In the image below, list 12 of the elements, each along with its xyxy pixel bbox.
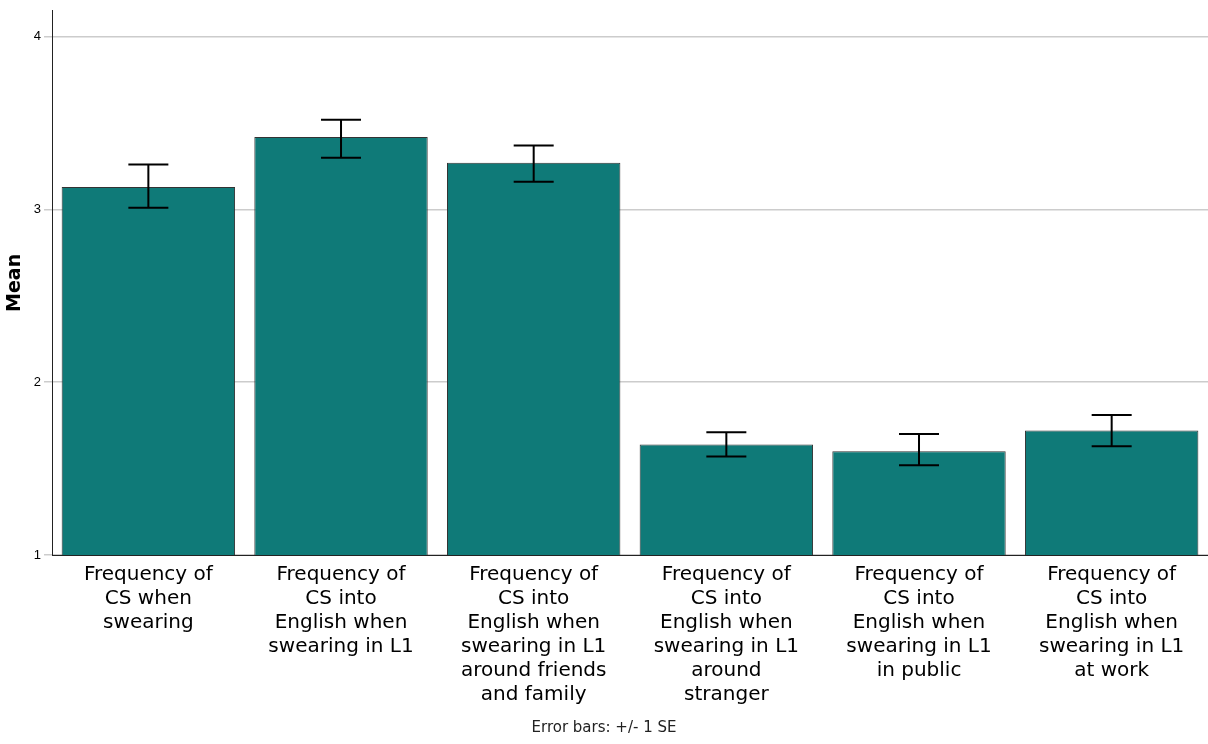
x-tick-label: Frequency of CS into English when swearing in L1 around friends and family xyxy=(460,561,607,706)
y-axis-title: Mean xyxy=(2,253,25,312)
y-tick-label: 4 xyxy=(33,28,42,44)
x-tick-label: Frequency of CS when swearing xyxy=(83,561,214,634)
y-tick-label: 2 xyxy=(33,373,42,389)
text: Error bars: +/- 1 SE xyxy=(530,718,678,736)
x-tick-label: Frequency of CS into English when swearing in L1 at work xyxy=(1039,561,1185,682)
x-tick-label: Frequency of CS into English when swearing in L1 around stranger xyxy=(653,561,799,706)
y-tick-label: 1 xyxy=(33,546,42,562)
y-tick-label: 3 xyxy=(33,201,42,217)
x-tick-label: Frequency of CS into English when swearing in L1 xyxy=(268,561,414,658)
x-tick-label: Frequency of CS into English when swearing in L1 in public xyxy=(846,561,992,682)
